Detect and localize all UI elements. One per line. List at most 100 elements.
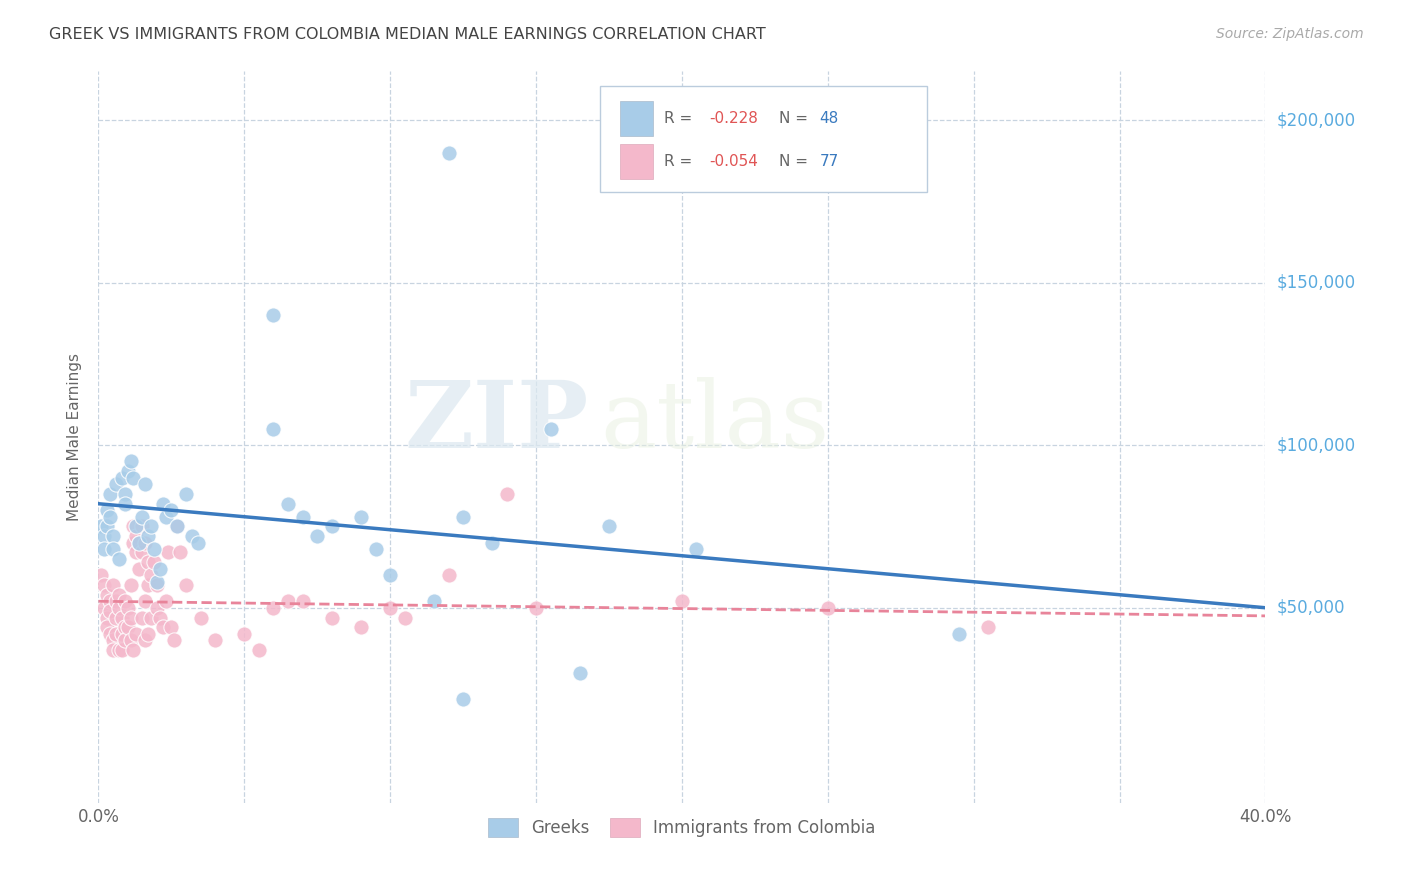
Point xyxy=(146,574,169,589)
Point xyxy=(120,578,142,592)
Point xyxy=(568,665,591,680)
Point xyxy=(104,477,127,491)
Text: $50,000: $50,000 xyxy=(1277,599,1346,616)
Legend: Greeks, Immigrants from Colombia: Greeks, Immigrants from Colombia xyxy=(479,810,884,846)
Point xyxy=(540,422,562,436)
Point xyxy=(104,610,127,624)
Point xyxy=(350,509,373,524)
Text: N =: N = xyxy=(779,153,813,169)
Point xyxy=(350,620,373,634)
FancyBboxPatch shape xyxy=(600,86,927,192)
Text: -0.228: -0.228 xyxy=(709,112,758,127)
Point xyxy=(380,568,402,582)
Point xyxy=(111,471,134,485)
Point xyxy=(104,626,127,640)
Point xyxy=(671,594,693,608)
Point xyxy=(190,610,212,624)
Bar xyxy=(620,144,652,179)
Point xyxy=(101,578,124,592)
Text: N =: N = xyxy=(779,112,813,127)
Point xyxy=(93,529,115,543)
Point xyxy=(131,509,153,524)
Point xyxy=(125,626,148,640)
Text: $100,000: $100,000 xyxy=(1277,436,1355,454)
Point xyxy=(291,509,314,524)
Point xyxy=(120,633,142,648)
Text: atlas: atlas xyxy=(600,377,830,467)
Point xyxy=(146,578,169,592)
Point xyxy=(96,588,118,602)
Point xyxy=(101,633,124,648)
Point xyxy=(134,535,156,549)
Point xyxy=(117,620,139,634)
Point xyxy=(160,503,183,517)
Point xyxy=(117,464,139,478)
Point xyxy=(96,503,118,517)
Point xyxy=(307,529,329,543)
Point xyxy=(90,519,112,533)
Point xyxy=(90,568,112,582)
Point xyxy=(114,487,136,501)
Point xyxy=(187,535,209,549)
Point xyxy=(160,620,183,634)
Point xyxy=(152,497,174,511)
Point xyxy=(174,487,197,501)
Point xyxy=(262,422,284,436)
Point xyxy=(180,529,202,543)
Point xyxy=(380,600,402,615)
Point xyxy=(122,535,145,549)
Point xyxy=(364,542,387,557)
Point xyxy=(685,542,707,557)
Point xyxy=(122,471,145,485)
Point xyxy=(111,643,134,657)
Text: 48: 48 xyxy=(820,112,839,127)
Point xyxy=(977,620,1000,634)
Point xyxy=(394,610,416,624)
Point xyxy=(128,535,150,549)
Point xyxy=(131,610,153,624)
Point xyxy=(142,555,165,569)
Point xyxy=(451,509,474,524)
Point xyxy=(125,529,148,543)
Y-axis label: Median Male Earnings: Median Male Earnings xyxy=(67,353,83,521)
Point xyxy=(481,535,503,549)
Point xyxy=(93,578,115,592)
Text: ZIP: ZIP xyxy=(405,377,589,467)
Point xyxy=(262,600,284,615)
Text: Source: ZipAtlas.com: Source: ZipAtlas.com xyxy=(1216,27,1364,41)
Point xyxy=(108,552,131,566)
Point xyxy=(101,529,124,543)
Point xyxy=(111,626,134,640)
Point xyxy=(157,545,180,559)
Point xyxy=(174,578,197,592)
Point xyxy=(166,519,188,533)
Point xyxy=(423,594,446,608)
Point xyxy=(114,620,136,634)
Point xyxy=(155,594,177,608)
Point xyxy=(108,588,131,602)
Point xyxy=(139,610,162,624)
Point xyxy=(128,535,150,549)
Point xyxy=(114,594,136,608)
Point xyxy=(204,633,226,648)
Point xyxy=(277,594,299,608)
Point xyxy=(262,308,284,322)
Point xyxy=(101,542,124,557)
Point xyxy=(321,519,343,533)
Point xyxy=(291,594,314,608)
Point xyxy=(437,145,460,160)
Point xyxy=(598,519,620,533)
Point xyxy=(93,600,115,615)
Point xyxy=(131,545,153,559)
Point xyxy=(149,562,172,576)
Point xyxy=(98,487,121,501)
Point xyxy=(96,519,118,533)
Point xyxy=(101,643,124,657)
Point xyxy=(134,633,156,648)
Point xyxy=(93,542,115,557)
Point xyxy=(166,519,188,533)
Point xyxy=(120,454,142,468)
Point xyxy=(98,604,121,618)
Point xyxy=(437,568,460,582)
Point xyxy=(146,600,169,615)
